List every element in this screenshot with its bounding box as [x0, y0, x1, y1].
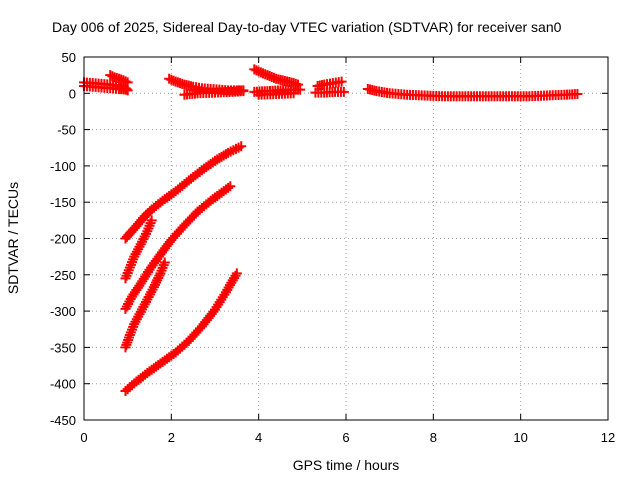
data-point [148, 282, 159, 293]
data-series-4 [179, 86, 249, 100]
data-series-9 [310, 86, 349, 98]
data-series-14 [120, 257, 170, 353]
data-point [295, 84, 306, 95]
data-point [152, 275, 163, 286]
x-tick-label: 6 [342, 430, 349, 445]
data-point [120, 84, 131, 95]
data-point [159, 257, 170, 268]
x-tick-label: 8 [430, 430, 437, 445]
y-tick-label: -300 [50, 304, 76, 319]
data-series-10 [362, 83, 583, 102]
y-tick-label: -250 [50, 268, 76, 283]
x-tick-label: 12 [601, 430, 615, 445]
x-tick-label: 4 [255, 430, 262, 445]
y-tick-label: -200 [50, 232, 76, 247]
data-point [231, 268, 242, 279]
data-point [118, 75, 129, 86]
data-point [238, 86, 249, 97]
data-point [149, 279, 160, 290]
data-point [251, 65, 262, 76]
data-series [79, 64, 583, 396]
data-series-11 [120, 141, 247, 244]
x-tick-label: 0 [80, 430, 87, 445]
data-point [225, 181, 236, 192]
y-tick-label: -450 [50, 413, 76, 428]
data-point [153, 272, 164, 283]
y-tick-label: -150 [50, 195, 76, 210]
y-axis-label: SDTVAR / TECUs [5, 182, 21, 294]
y-tick-label: -50 [57, 123, 76, 138]
data-point [249, 64, 260, 75]
y-tick-label: 0 [69, 86, 76, 101]
data-series-15 [120, 268, 242, 396]
data-point [120, 76, 131, 87]
x-axis-label: GPS time / hours [293, 457, 400, 473]
data-point [338, 86, 349, 97]
data-series-2 [105, 70, 133, 88]
y-tick-label: 50 [62, 50, 76, 65]
y-axis-ticks: 50 0 -50 -100 -150 -200 -250 -300 -350 -400 -450 [50, 50, 608, 428]
y-tick-label: -100 [50, 159, 76, 174]
data-point [146, 215, 157, 226]
data-series-13 [120, 181, 236, 314]
data-series-1 [79, 81, 131, 95]
chart-title: Day 006 of 2025, Sidereal Day-to-day VTE… [52, 19, 562, 35]
data-series-7 [253, 88, 299, 100]
data-point [107, 71, 118, 82]
x-axis-ticks: 0 2 4 6 8 10 12 [80, 57, 615, 445]
data-series-12 [120, 215, 157, 284]
x-tick-label: 2 [168, 430, 175, 445]
y-tick-label: -400 [50, 377, 76, 392]
data-point [288, 88, 299, 99]
data-point [105, 70, 116, 81]
data-point [223, 182, 234, 193]
x-tick-label: 10 [513, 430, 527, 445]
data-point [336, 76, 347, 87]
data-point [151, 277, 162, 288]
data-point [572, 89, 583, 100]
data-point [122, 77, 133, 88]
data-point [154, 270, 165, 281]
data-point [236, 141, 247, 152]
y-tick-label: -350 [50, 340, 76, 355]
data-series-5 [249, 64, 303, 90]
